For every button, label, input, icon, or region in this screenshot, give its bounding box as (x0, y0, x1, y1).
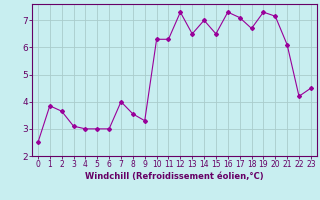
X-axis label: Windchill (Refroidissement éolien,°C): Windchill (Refroidissement éolien,°C) (85, 172, 264, 181)
